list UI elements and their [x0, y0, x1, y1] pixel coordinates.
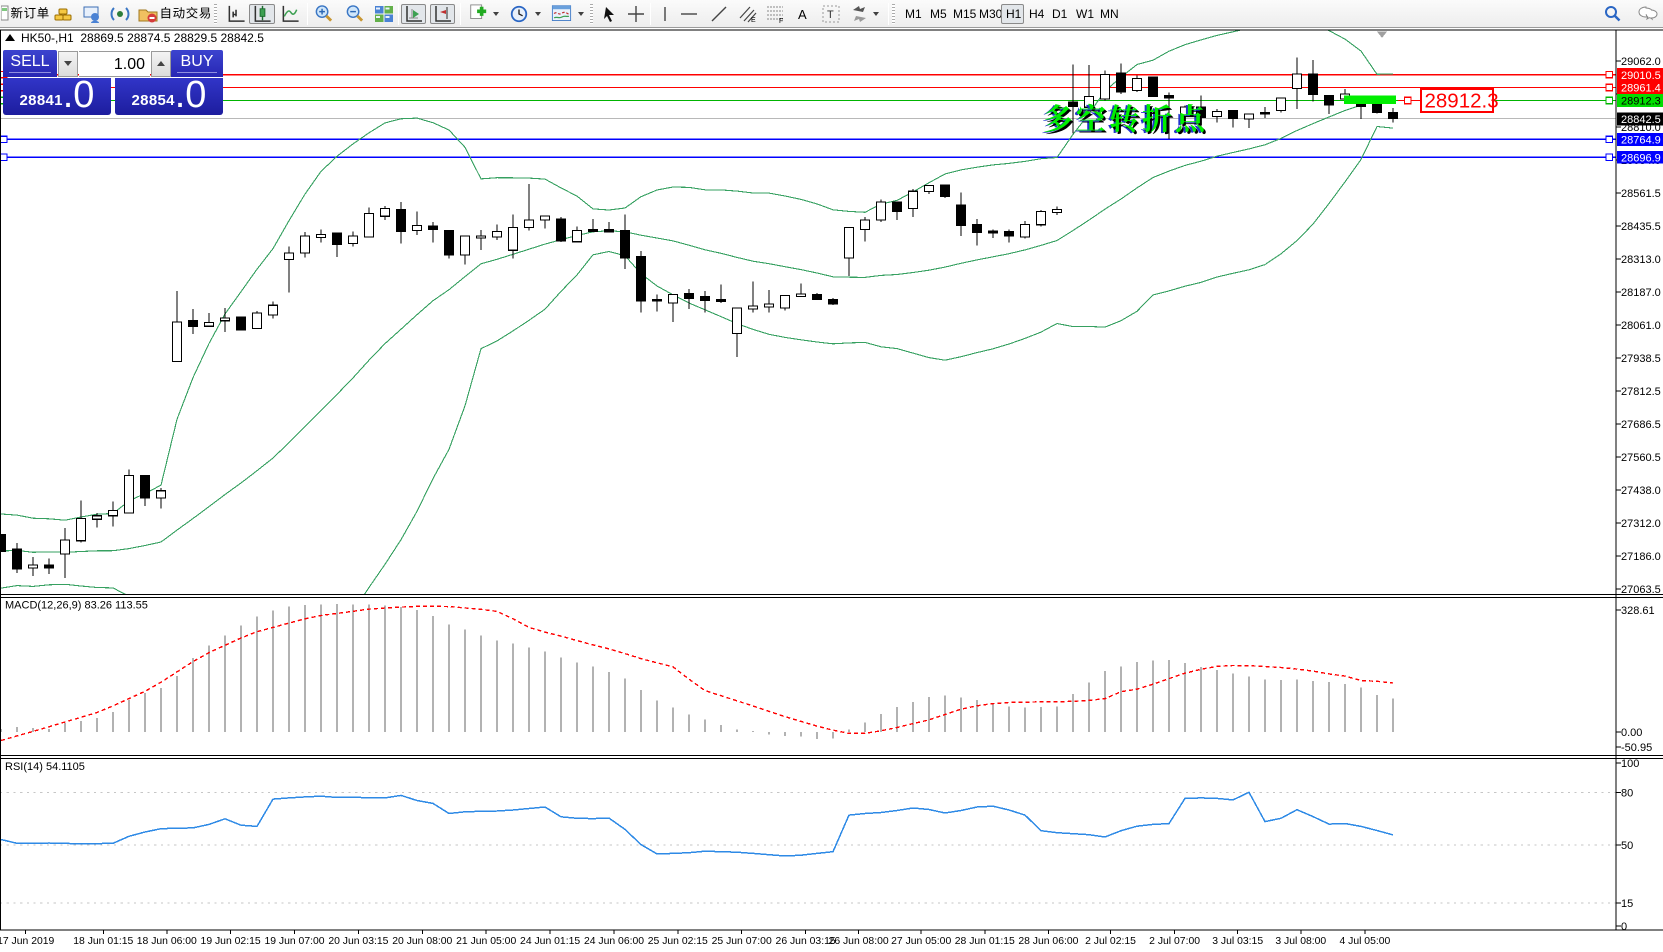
svg-text:28961.4: 28961.4	[1621, 83, 1661, 95]
svg-text:27 Jun 05:00: 27 Jun 05:00	[891, 936, 951, 947]
svg-text:80: 80	[1621, 788, 1633, 800]
svg-text:29062.0: 29062.0	[1621, 56, 1661, 68]
svg-text:29010.5: 29010.5	[1621, 70, 1661, 82]
svg-text:28842.5: 28842.5	[1621, 114, 1661, 126]
svg-text:18 Jun 06:00: 18 Jun 06:00	[137, 936, 197, 947]
svg-text:2 Jul 02:15: 2 Jul 02:15	[1085, 936, 1136, 947]
svg-text:2 Jul 07:00: 2 Jul 07:00	[1149, 936, 1200, 947]
svg-text:28561.5: 28561.5	[1621, 188, 1661, 200]
svg-text:27186.0: 27186.0	[1621, 551, 1661, 563]
svg-text:3 Jul 03:15: 3 Jul 03:15	[1212, 936, 1263, 947]
svg-text:17 Jun 2019: 17 Jun 2019	[0, 936, 55, 947]
svg-text:E: E	[751, 17, 756, 24]
svg-text:21 Jun 05:00: 21 Jun 05:00	[456, 936, 516, 947]
svg-text:28313.0: 28313.0	[1621, 254, 1661, 266]
svg-text:28764.9: 28764.9	[1621, 135, 1661, 147]
svg-text:0: 0	[1621, 921, 1627, 933]
svg-text:28696.9: 28696.9	[1621, 153, 1661, 165]
svg-text:T: T	[827, 9, 834, 21]
svg-text:24 Jun 01:15: 24 Jun 01:15	[520, 936, 580, 947]
svg-text:25 Jun 07:00: 25 Jun 07:00	[712, 936, 772, 947]
svg-text:28 Jun 01:15: 28 Jun 01:15	[955, 936, 1015, 947]
svg-text:RSI(14) 54.1105: RSI(14) 54.1105	[5, 761, 85, 773]
svg-text:27063.5: 27063.5	[1621, 584, 1661, 596]
svg-text:0.00: 0.00	[1621, 727, 1642, 739]
svg-text:27438.0: 27438.0	[1621, 485, 1661, 497]
svg-text:28061.0: 28061.0	[1621, 320, 1661, 332]
svg-text:-50.95: -50.95	[1621, 742, 1652, 754]
svg-text:50: 50	[1621, 840, 1633, 852]
svg-text:20 Jun 08:00: 20 Jun 08:00	[392, 936, 452, 947]
svg-text:3 Jul 08:00: 3 Jul 08:00	[1275, 936, 1326, 947]
svg-text:28912.3: 28912.3	[1425, 90, 1499, 113]
svg-text:328.61: 328.61	[1621, 605, 1655, 617]
svg-text:18 Jun 01:15: 18 Jun 01:15	[73, 936, 133, 947]
svg-text:15: 15	[1621, 898, 1633, 910]
svg-text:20 Jun 03:15: 20 Jun 03:15	[328, 936, 388, 947]
svg-text:4 Jul 05:00: 4 Jul 05:00	[1339, 936, 1390, 947]
svg-text:27686.5: 27686.5	[1621, 419, 1661, 431]
svg-text:19 Jun 07:00: 19 Jun 07:00	[264, 936, 324, 947]
svg-text:100: 100	[1621, 758, 1639, 770]
svg-text:26 Jun 08:00: 26 Jun 08:00	[829, 936, 889, 947]
svg-text:28435.5: 28435.5	[1621, 221, 1661, 233]
svg-text:27312.0: 27312.0	[1621, 518, 1661, 530]
svg-text:27938.5: 27938.5	[1621, 353, 1661, 365]
svg-text:26 Jun 03:15: 26 Jun 03:15	[776, 936, 836, 947]
svg-text:19 Jun 02:15: 19 Jun 02:15	[201, 936, 261, 947]
svg-text:27812.5: 27812.5	[1621, 386, 1661, 398]
svg-text:28 Jun 06:00: 28 Jun 06:00	[1018, 936, 1078, 947]
svg-text:MACD(12,26,9) 83.26 113.55: MACD(12,26,9) 83.26 113.55	[5, 600, 148, 612]
svg-text:24 Jun 06:00: 24 Jun 06:00	[584, 936, 644, 947]
svg-text:28912.3: 28912.3	[1621, 96, 1661, 108]
svg-text:F: F	[779, 18, 783, 24]
svg-text:25 Jun 02:15: 25 Jun 02:15	[648, 936, 708, 947]
svg-text:28187.0: 28187.0	[1621, 287, 1661, 299]
svg-text:27560.5: 27560.5	[1621, 452, 1661, 464]
